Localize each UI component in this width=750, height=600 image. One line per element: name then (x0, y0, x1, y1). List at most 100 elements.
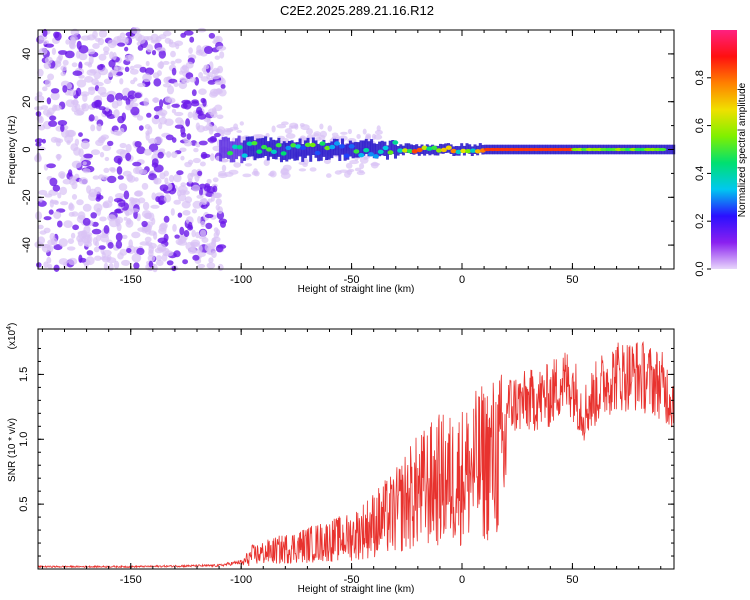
noise-speckle (242, 173, 252, 178)
band-segment (288, 141, 291, 160)
noise-speckle (174, 124, 184, 129)
x-tick-label: -100 (230, 274, 252, 286)
band-core (319, 141, 326, 146)
noise-speckle (191, 89, 197, 97)
noise-speckle (313, 131, 321, 137)
band-segment (478, 143, 482, 153)
noise-speckle (117, 42, 126, 47)
noise-speckle (153, 78, 162, 87)
band-core (353, 149, 360, 154)
noise-speckle (98, 245, 106, 250)
noise-speckle (174, 111, 184, 117)
noise-speckle (177, 185, 188, 194)
band-segment (314, 140, 318, 158)
y-tick-label: 0 (21, 146, 33, 152)
noise-speckle (70, 232, 76, 239)
noise-speckle (136, 115, 144, 121)
noise-speckle (98, 53, 107, 61)
noise-speckle (90, 149, 101, 156)
noise-speckle (200, 229, 207, 237)
noise-speckle (72, 70, 83, 76)
band-core (343, 153, 350, 158)
noise-speckle (158, 227, 167, 235)
noise-speckle (220, 220, 226, 228)
noise-speckle (95, 99, 102, 108)
noise-speckle (69, 178, 76, 186)
band-segment (335, 139, 339, 156)
noise-speckle (197, 170, 203, 176)
noise-speckle (103, 167, 110, 173)
noise-speckle (188, 247, 194, 252)
noise-speckle (71, 194, 78, 200)
noise-speckle (359, 169, 364, 174)
noise-speckle (88, 114, 95, 122)
band-segment (423, 146, 427, 156)
noise-speckle (200, 220, 206, 228)
noise-speckle (56, 138, 64, 144)
noise-speckle (76, 40, 82, 50)
noise-speckle (184, 196, 193, 204)
noise-speckle (43, 261, 49, 269)
noise-speckle (158, 122, 163, 130)
noise-speckle (99, 216, 107, 222)
noise-speckle (195, 231, 200, 239)
noise-speckle (347, 128, 352, 135)
x-tick-label: -150 (120, 574, 142, 586)
noise-speckle (157, 61, 165, 69)
band-segment (359, 140, 363, 156)
noise-speckle (59, 186, 68, 196)
band-core (232, 144, 238, 149)
band-segment (404, 143, 408, 153)
noise-speckle (50, 91, 60, 101)
y-tick-label: 1.0 (18, 432, 30, 447)
noise-speckle (92, 43, 100, 49)
y-tick-label: 1.5 (18, 367, 30, 382)
colorbar-label: Normalized spectral amplitude (737, 82, 748, 217)
noise-speckle (212, 177, 219, 183)
noise-speckle (185, 61, 194, 69)
band-segment (380, 140, 384, 156)
noise-speckle (113, 65, 118, 74)
noise-speckle (131, 253, 142, 263)
band-core (416, 147, 423, 153)
noise-speckle (78, 177, 89, 185)
noise-speckle (148, 143, 159, 153)
noise-speckle (80, 35, 91, 41)
noise-speckle (118, 183, 128, 191)
noise-speckle (151, 158, 159, 166)
noise-speckle (136, 247, 145, 256)
noise-speckle (239, 121, 244, 126)
band-segment (253, 140, 257, 161)
noise-speckle (134, 92, 142, 99)
noise-speckle (106, 114, 116, 119)
noise-speckle (152, 72, 160, 79)
band-segment (433, 145, 437, 156)
noise-speckle (200, 76, 209, 82)
band-core (309, 142, 316, 148)
band-core (426, 146, 433, 151)
band-segment (224, 136, 228, 158)
noise-speckle (105, 106, 110, 112)
band-segment (465, 143, 469, 153)
noise-speckle (363, 155, 371, 159)
band-core (387, 150, 394, 155)
noise-speckle (345, 162, 353, 169)
noise-speckle (58, 171, 66, 179)
noise-speckle (109, 51, 114, 60)
noise-speckle (211, 239, 217, 248)
noise-speckle (116, 166, 123, 175)
noise-speckle (148, 265, 154, 271)
noise-speckle (198, 140, 208, 146)
noise-speckle (199, 161, 206, 167)
noise-speckle (44, 78, 52, 88)
noise-speckle (47, 73, 55, 81)
noise-speckle (82, 203, 92, 212)
noise-speckle (138, 125, 144, 131)
band-core (270, 149, 277, 154)
noise-speckle (98, 29, 108, 38)
noise-speckle (155, 47, 166, 52)
noise-speckle (177, 193, 187, 202)
noise-speckle (269, 170, 277, 178)
noise-speckle (197, 263, 206, 269)
noise-speckle (159, 222, 168, 230)
